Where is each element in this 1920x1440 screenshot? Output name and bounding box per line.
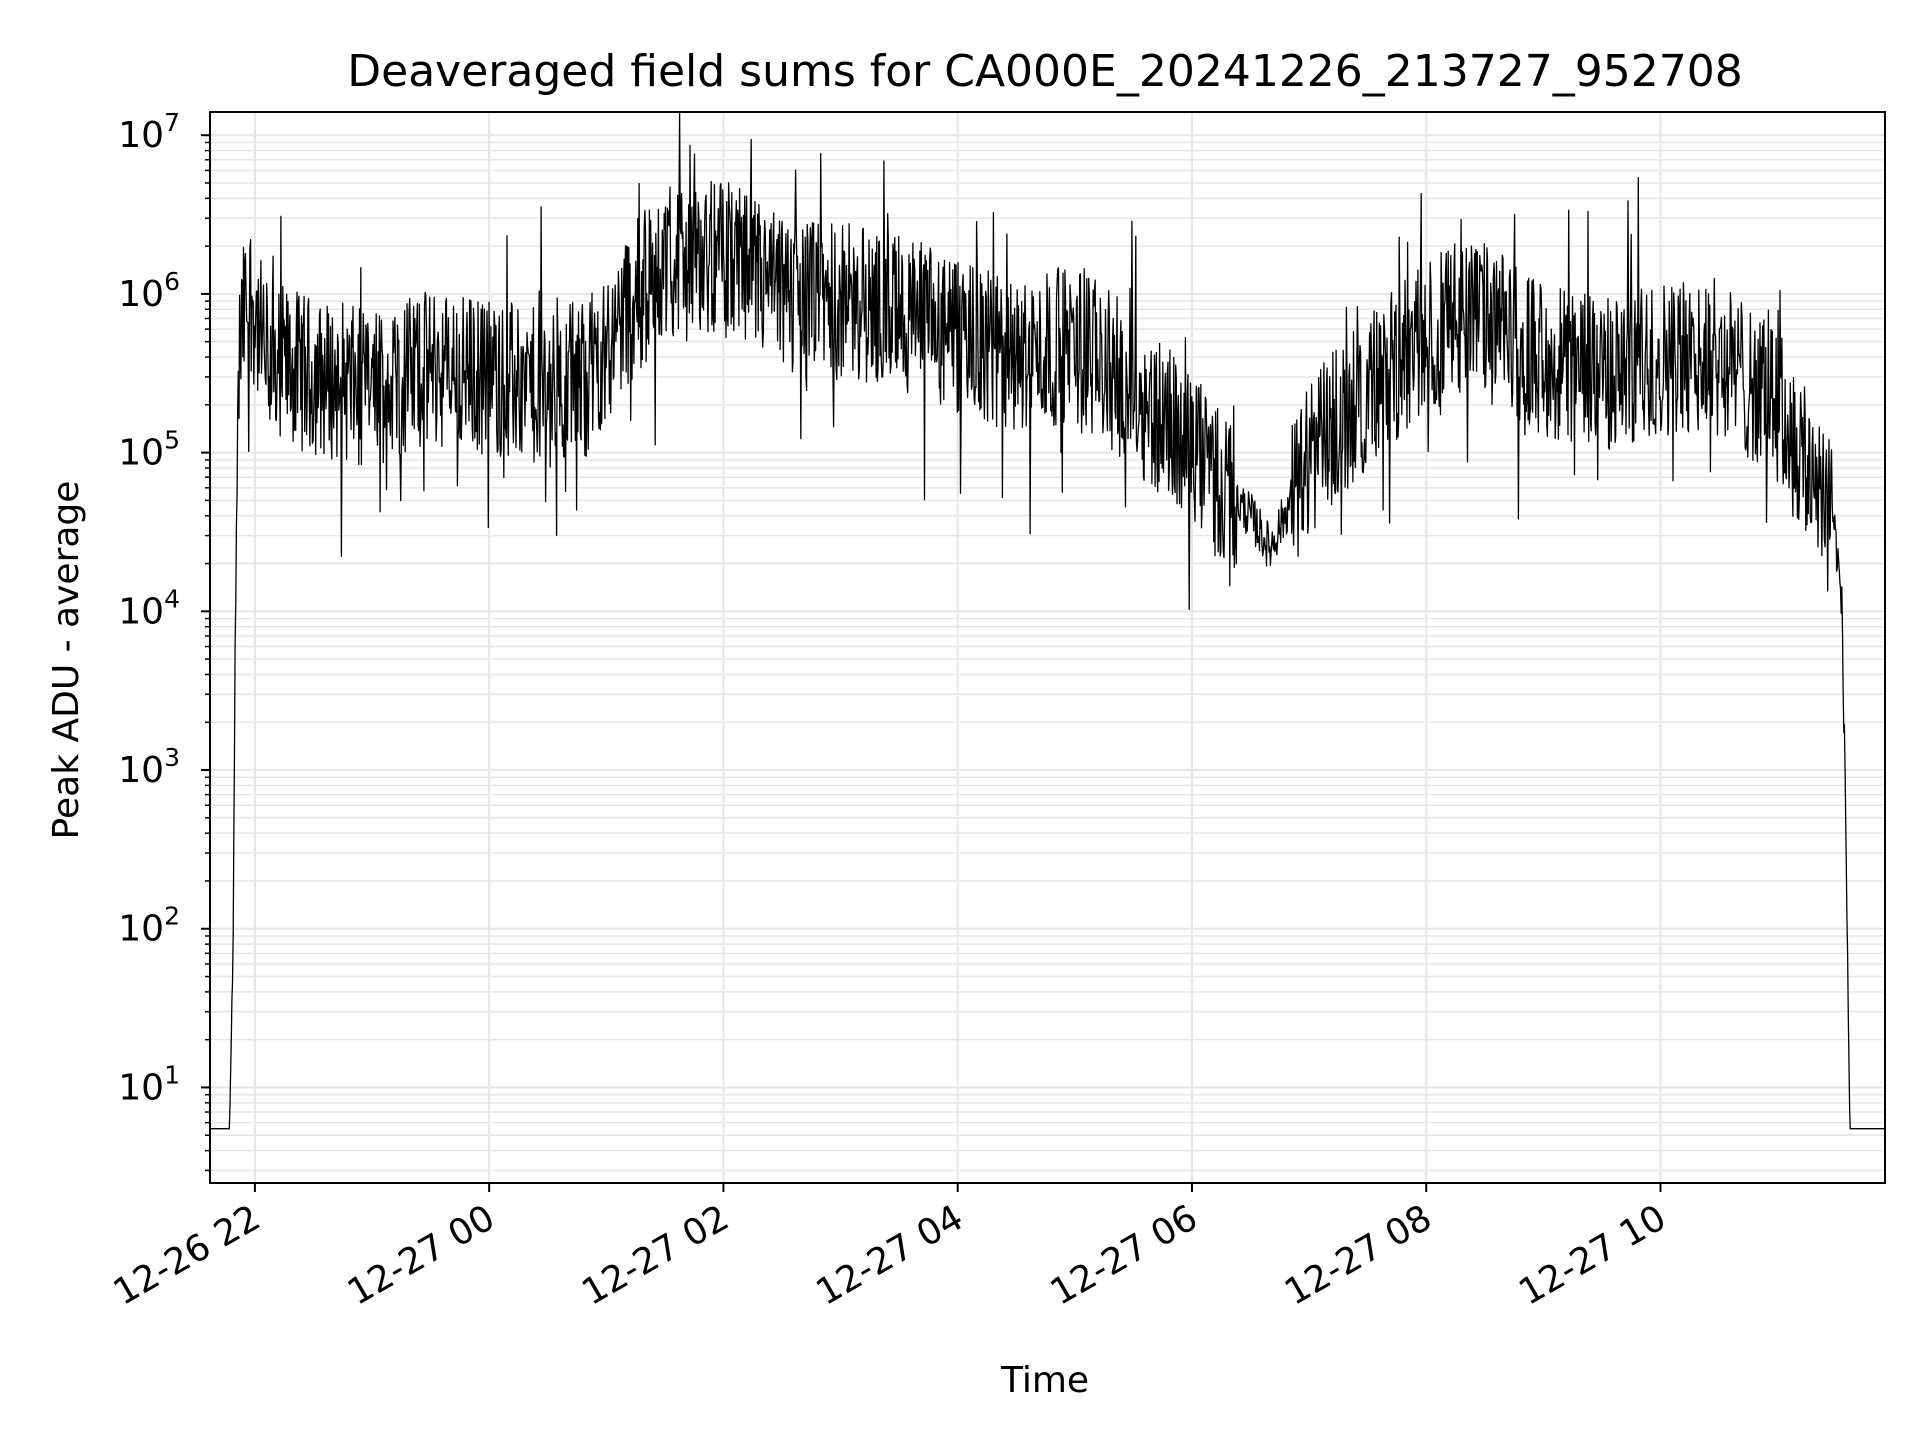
y-tick-label: 105 [118,426,180,474]
y-tick-label: 102 [118,902,180,950]
y-tick-label: 103 [118,743,180,791]
y-tick-label: 107 [118,108,180,156]
x-axis-title: Time [1000,1360,1089,1401]
plot-frame [209,111,1886,1184]
chart-title: Deaveraged field sums for CA000E_2024122… [347,46,1742,97]
grid-layer [210,112,1885,1183]
y-tick-label: 106 [118,267,180,315]
series-line [209,111,1886,1130]
y-tick-label: 104 [118,584,180,632]
y-axis-title: Peak ADU - average [46,481,87,840]
y-tick-label: 101 [118,1060,180,1108]
data-layer [209,111,1886,1130]
